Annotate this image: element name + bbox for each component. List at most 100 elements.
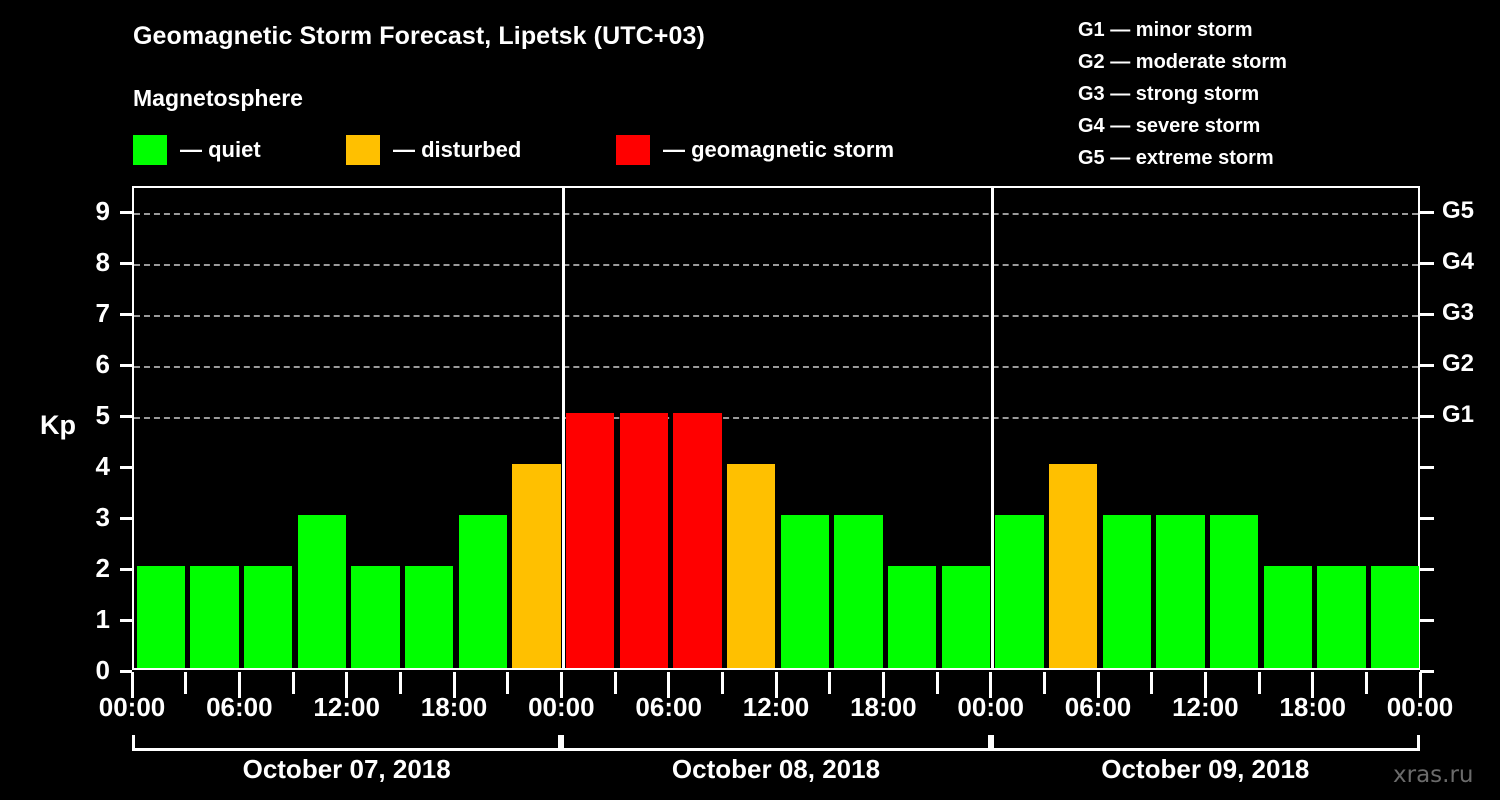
g-tick-label-G4: G4: [1442, 248, 1475, 276]
y-tick-label-8: 8: [95, 247, 110, 278]
magnetosphere-label: Magnetosphere: [133, 85, 303, 111]
x-tick-mark-23: [1364, 672, 1368, 694]
day-bracket-3: [990, 735, 1420, 751]
gridline-kp-9: [134, 213, 1418, 216]
chart-plot-inner: [134, 186, 1420, 670]
gridline-kp-6: [134, 366, 1418, 369]
red-square-icon: [616, 135, 650, 165]
x-tick-mark-16: [989, 672, 993, 698]
x-tick-mark-13: [828, 672, 832, 694]
y-tick-label-1: 1: [95, 604, 110, 635]
x-tick-label-8: 00:00: [957, 692, 1024, 722]
kp-bar: [512, 464, 561, 668]
chart-plot-area: [132, 186, 1420, 670]
g-tick-mark-9: [1420, 211, 1434, 215]
gridline-kp-8: [134, 264, 1418, 267]
watermark: xras.ru: [1393, 762, 1474, 788]
g-tick-mark-3: [1420, 517, 1434, 521]
x-tick-label-10: 12:00: [1172, 692, 1239, 722]
green-square-icon: [133, 135, 167, 165]
g-tick-mark-7: [1420, 313, 1434, 317]
g-tick-mark-8: [1420, 262, 1434, 266]
x-tick-label-11: 18:00: [1279, 692, 1346, 722]
kp-bar: [404, 566, 454, 668]
x-tick-mark-22: [1311, 672, 1315, 698]
legend-item-2: — geomagnetic storm: [616, 135, 894, 165]
legend-item-label: — geomagnetic storm: [663, 137, 895, 162]
y-tick-mark-7: [120, 313, 132, 317]
x-tick-mark-20: [1203, 672, 1207, 698]
y-tick-mark-6: [120, 364, 132, 368]
y-tick-label-7: 7: [95, 298, 110, 329]
y-tick-mark-3: [120, 517, 132, 521]
kp-bar: [1102, 515, 1152, 668]
kp-bar: [351, 566, 400, 668]
g-tick-mark-1: [1420, 619, 1434, 623]
kp-bar: [1209, 515, 1259, 668]
x-tick-mark-19: [1150, 672, 1154, 694]
x-tick-label-0: 00:00: [98, 692, 166, 722]
g-scale-item-3: G3 — strong storm: [1078, 83, 1260, 105]
x-tick-mark-15: [935, 672, 939, 694]
g-scale-legend: G1 — minor storm G2 — moderate storm G3 — …: [1078, 14, 1287, 174]
legend-item-label: — disturbed: [393, 137, 522, 162]
y-tick-mark-4: [120, 466, 132, 470]
y-tick-label-2: 2: [95, 553, 110, 584]
orange-square-icon: [346, 135, 380, 165]
kp-bar: [565, 413, 615, 668]
x-tick-label-5: 06:00: [635, 692, 702, 722]
g-tick-label-G1: G1: [1442, 401, 1475, 429]
x-tick-mark-3: [291, 672, 295, 694]
kp-bar: [619, 413, 669, 668]
g-scale-item-4: G4 — severe storm: [1078, 115, 1261, 137]
y-tick-label-4: 4: [95, 451, 110, 482]
x-tick-label-7: 18:00: [850, 692, 917, 722]
x-tick-mark-2: [237, 672, 241, 698]
x-tick-mark-9: [613, 672, 617, 694]
x-tick-mark-17: [1042, 672, 1046, 694]
x-tick-mark-24: [1418, 672, 1422, 698]
y-tick-label-0: 0: [95, 655, 110, 685]
x-tick-label-12: 00:00: [1386, 692, 1454, 722]
legend-item-1: — disturbed: [346, 135, 521, 165]
y-tick-mark-2: [120, 568, 132, 572]
y-tick-mark-8: [120, 262, 132, 266]
x-tick-mark-8: [559, 672, 563, 698]
gridline-kp-7: [134, 315, 1418, 318]
y-tick-mark-0: [120, 670, 132, 673]
day-separator-1: [561, 186, 565, 670]
g-tick-label-G2: G2: [1442, 350, 1475, 378]
g-scale-item-5: G5 — extreme storm: [1078, 147, 1274, 169]
y-tick-label-5: 5: [95, 400, 110, 431]
g-tick-mark-2: [1420, 568, 1434, 572]
g-tick-label-G3: G3: [1442, 299, 1475, 327]
kp-bar: [1370, 566, 1420, 668]
g-tick-label-G5: G5: [1442, 197, 1475, 225]
kp-bar: [941, 566, 991, 668]
x-tick-mark-4: [345, 672, 349, 698]
x-tick-label-6: 12:00: [742, 692, 810, 722]
g-tick-mark-6: [1420, 364, 1434, 368]
day-label-1: October 07, 2018: [242, 754, 451, 784]
x-tick-mark-1: [184, 672, 188, 694]
g-tick-mark-0: [1420, 670, 1434, 673]
day-label-3: October 09, 2018: [1101, 754, 1310, 784]
day-separator-2: [991, 186, 995, 670]
x-tick-label-4: 00:00: [528, 692, 595, 722]
y-tick-mark-5: [120, 415, 132, 419]
y-tick-label-3: 3: [95, 502, 110, 533]
x-tick-label-2: 12:00: [313, 692, 380, 722]
legend-item-0: — quiet: [133, 135, 261, 165]
gridline-kp-5: [134, 417, 1418, 420]
day-bracket-1: [132, 735, 562, 751]
kp-bar: [190, 566, 239, 668]
x-tick-label-1: 06:00: [206, 692, 273, 722]
x-tick-mark-5: [398, 672, 402, 694]
x-tick-mark-12: [774, 672, 778, 698]
kp-bar: [243, 566, 293, 668]
y-tick-label-9: 9: [95, 196, 110, 227]
x-tick-mark-0: [130, 672, 134, 698]
kp-bar: [1263, 566, 1313, 668]
day-bracket-2: [561, 735, 991, 751]
x-tick-label-3: 18:00: [420, 692, 488, 722]
